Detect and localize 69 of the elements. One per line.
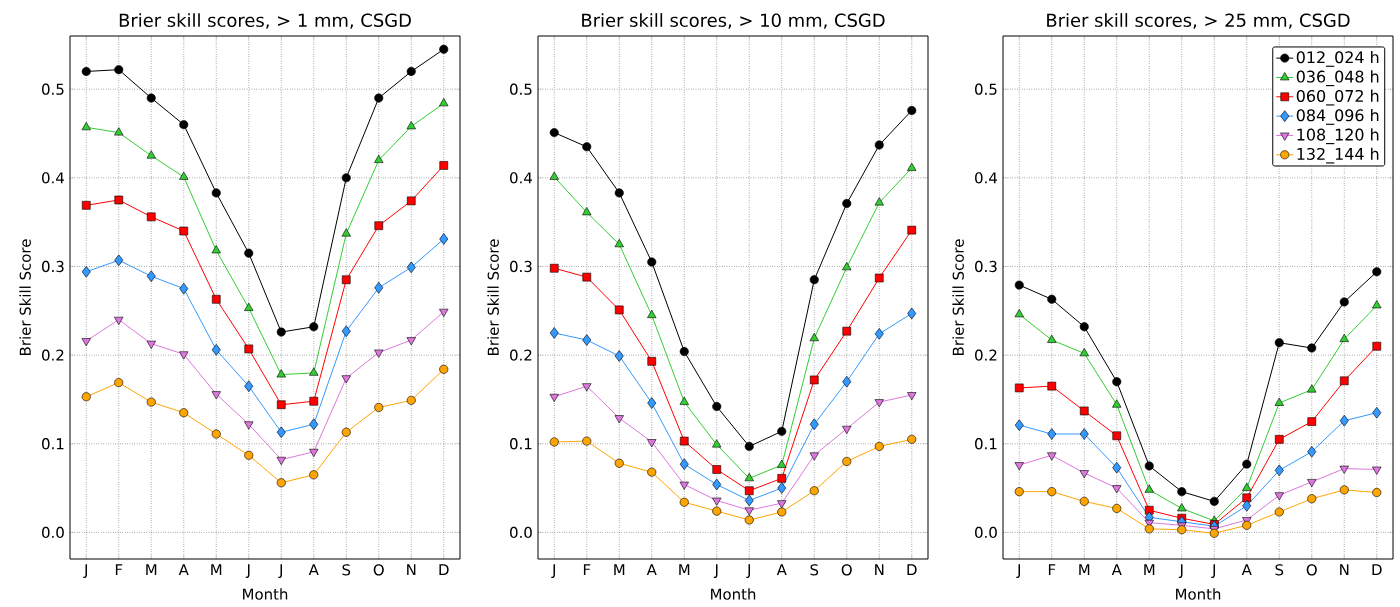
x-tick-label: J — [551, 564, 555, 579]
y-tick-label: 0.0 — [975, 526, 997, 539]
y-tick-label: 0.0 — [42, 526, 64, 539]
y-axis-title: Brier Skill Score — [487, 239, 499, 355]
y-axis-title: Brier Skill Score — [19, 239, 31, 355]
y-tick-label: 0.1 — [975, 438, 997, 450]
x-tick-label: J — [1211, 564, 1215, 579]
x-tick-label: J — [83, 564, 87, 579]
x-tick-label: N — [1340, 564, 1349, 576]
legend-label: 108_120 h — [1297, 128, 1379, 145]
x-tick-label: J — [245, 564, 250, 579]
y-tick-label: 0.4 — [975, 172, 997, 184]
y-tick-label: 0.2 — [42, 349, 64, 361]
y-tick-label: 0.5 — [510, 83, 532, 95]
x-tick-label: M — [679, 564, 690, 576]
legend-label: 084_096 h — [1296, 108, 1379, 125]
x-tick-label: F — [583, 564, 591, 576]
y-tick-label: 0.1 — [510, 438, 532, 450]
x-tick-label: O — [1306, 564, 1317, 576]
y-tick-label: 0.1 — [42, 438, 64, 450]
x-tick-label: N — [407, 564, 416, 576]
y-tick-label: 0.2 — [510, 349, 532, 361]
y-tick-label: 0.4 — [42, 172, 64, 184]
x-tick-label: M — [146, 564, 157, 576]
x-tick-label: M — [1144, 564, 1155, 576]
chart-title: Brier skill scores, > 25 mm, CSGD — [1047, 13, 1350, 29]
x-tick-label: J — [1178, 564, 1183, 579]
x-tick-label: A — [1241, 564, 1252, 576]
x-tick-label: J — [278, 564, 282, 579]
legend-label: 132_144 h — [1297, 147, 1379, 164]
x-tick-label: N — [875, 564, 884, 576]
legend-label: 036_048 h — [1296, 70, 1379, 87]
chart-title: Brier skill scores, > 10 mm, CSGD — [582, 13, 885, 29]
x-tick-label: S — [810, 564, 819, 576]
y-tick-label: 0.3 — [510, 260, 532, 273]
x-tick-label: S — [342, 564, 351, 576]
chart-title: Brier skill scores, > 1 mm, CSGD — [119, 13, 411, 29]
x-tick-label: D — [439, 564, 449, 576]
x-tick-label: A — [646, 564, 657, 576]
x-tick-label: M — [614, 564, 625, 576]
x-tick-label: O — [841, 564, 852, 576]
x-tick-label: A — [308, 564, 319, 576]
x-axis-title: Month — [1176, 588, 1221, 600]
x-tick-label: O — [373, 564, 384, 576]
y-tick-label: 0.4 — [510, 172, 532, 184]
y-tick-label: 0.5 — [975, 83, 997, 95]
x-tick-label: D — [1372, 564, 1382, 576]
x-tick-label: J — [713, 564, 718, 579]
x-tick-label: J — [1016, 564, 1020, 579]
x-tick-label: A — [1111, 564, 1122, 576]
x-tick-label: F — [1048, 564, 1056, 576]
legend-label: 012_024 h — [1296, 50, 1379, 67]
x-tick-label: F — [115, 564, 123, 576]
legend-label: 060_072 h — [1296, 89, 1379, 106]
x-tick-label: A — [776, 564, 787, 576]
x-tick-label: J — [746, 564, 750, 579]
x-tick-label: M — [211, 564, 222, 576]
x-tick-label: M — [1079, 564, 1090, 576]
x-tick-label: A — [178, 564, 189, 576]
y-tick-label: 0.3 — [975, 260, 997, 273]
x-tick-label: S — [1275, 564, 1284, 576]
x-tick-label: D — [907, 564, 917, 576]
y-tick-label: 0.5 — [42, 83, 64, 95]
x-axis-title: Month — [711, 588, 756, 600]
y-tick-label: 0.3 — [42, 260, 64, 273]
y-tick-label: 0.2 — [975, 349, 997, 361]
y-axis-title: Brier Skill Score — [952, 239, 964, 355]
y-tick-label: 0.0 — [510, 526, 532, 539]
x-axis-title: Month — [243, 588, 288, 600]
